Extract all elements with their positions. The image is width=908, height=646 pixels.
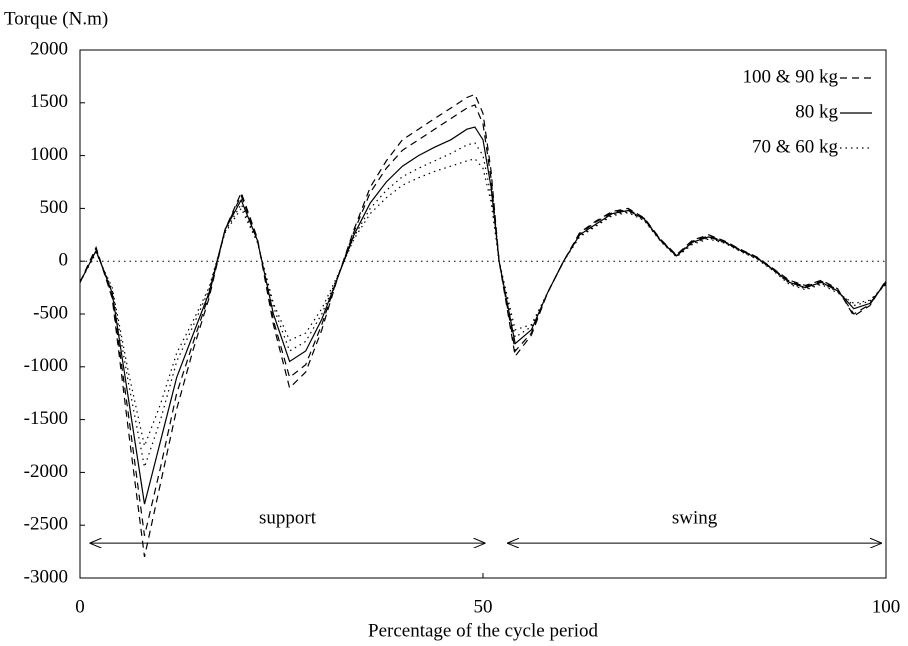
y-tick-label: -1500 [24, 408, 68, 429]
y-tick-label: -1000 [24, 355, 68, 376]
x-tick-label: 100 [872, 596, 901, 617]
y-tick-label: 1500 [30, 91, 68, 112]
x-axis-label: Percentage of the cycle period [368, 620, 598, 641]
y-tick-label: 1000 [30, 144, 68, 165]
y-tick-label: -2000 [24, 461, 68, 482]
x-tick-label: 50 [474, 596, 493, 617]
y-tick-label: -500 [33, 302, 68, 323]
y-tick-label: 500 [40, 197, 69, 218]
y-axis-label: Torque (N.m) [4, 8, 108, 29]
series-line [79, 126, 887, 505]
legend-label: 80 kg [795, 101, 838, 122]
legend-label: 70 & 60 kg [752, 136, 839, 157]
y-tick-label: 0 [59, 250, 69, 271]
annotation-label: swing [672, 508, 718, 529]
y-tick-label: -2500 [24, 514, 68, 535]
annotation-label: support [259, 508, 317, 529]
series-line [79, 104, 887, 536]
y-tick-label: -3000 [24, 566, 68, 587]
series-line [79, 93, 887, 558]
x-tick-label: 0 [75, 596, 85, 617]
y-tick-label: 2000 [30, 38, 68, 59]
series-line [79, 142, 887, 470]
legend-label: 100 & 90 kg [742, 66, 838, 87]
series-line [79, 158, 887, 449]
